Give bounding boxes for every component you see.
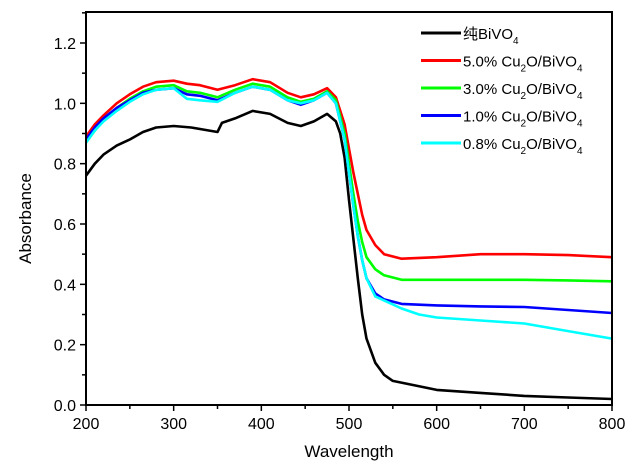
x-axis-title: Wavelength <box>304 442 393 461</box>
series-line-0 <box>84 109 613 401</box>
legend-item-2: 3.0% Cu2O/BiVO4 <box>421 81 583 102</box>
x-axis: 200 300 400 500 600 700 800 <box>73 405 626 433</box>
x-tick-label: 600 <box>423 416 450 433</box>
legend-label: 纯BiVO4 <box>463 26 519 47</box>
x-tick-label: 300 <box>160 416 187 433</box>
y-axis-title: Absorbance <box>16 173 35 264</box>
x-tick-label: 500 <box>336 416 363 433</box>
legend: 纯BiVO4 5.0% Cu2O/BiVO4 3.0% Cu2O/BiVO4 1.0%… <box>421 26 583 157</box>
legend-label: 1.0% Cu2O/BiVO4 <box>463 109 583 130</box>
y-tick-label: 0.2 <box>54 338 76 355</box>
y-tick-label: 0.8 <box>54 157 76 174</box>
legend-item-4: 0.8% Cu2O/BiVO4 <box>421 136 583 157</box>
y-tick-label: 1.2 <box>54 36 76 53</box>
legend-label: 0.8% Cu2O/BiVO4 <box>463 136 583 157</box>
x-tick-label: 800 <box>599 416 626 433</box>
legend-item-0: 纯BiVO4 <box>421 26 519 47</box>
series-line-1 <box>84 77 613 260</box>
x-tick-label: 700 <box>511 416 538 433</box>
legend-item-3: 1.0% Cu2O/BiVO4 <box>421 109 583 130</box>
legend-label: 3.0% Cu2O/BiVO4 <box>463 81 583 102</box>
series-line-2 <box>84 82 613 283</box>
x-tick-label: 200 <box>73 416 100 433</box>
y-axis: 0.0 0.2 0.4 0.6 0.8 1.0 1.2 <box>54 12 86 415</box>
y-tick-label: 0.4 <box>54 277 76 294</box>
series-line-4 <box>84 85 613 340</box>
plot-lines <box>84 77 613 401</box>
y-tick-label: 0.6 <box>54 217 76 234</box>
y-tick-label: 0.0 <box>54 398 76 415</box>
y-tick-label: 1.0 <box>54 96 76 113</box>
x-tick-label: 400 <box>248 416 275 433</box>
legend-item-1: 5.0% Cu2O/BiVO4 <box>421 54 583 75</box>
legend-label: 5.0% Cu2O/BiVO4 <box>463 54 583 75</box>
